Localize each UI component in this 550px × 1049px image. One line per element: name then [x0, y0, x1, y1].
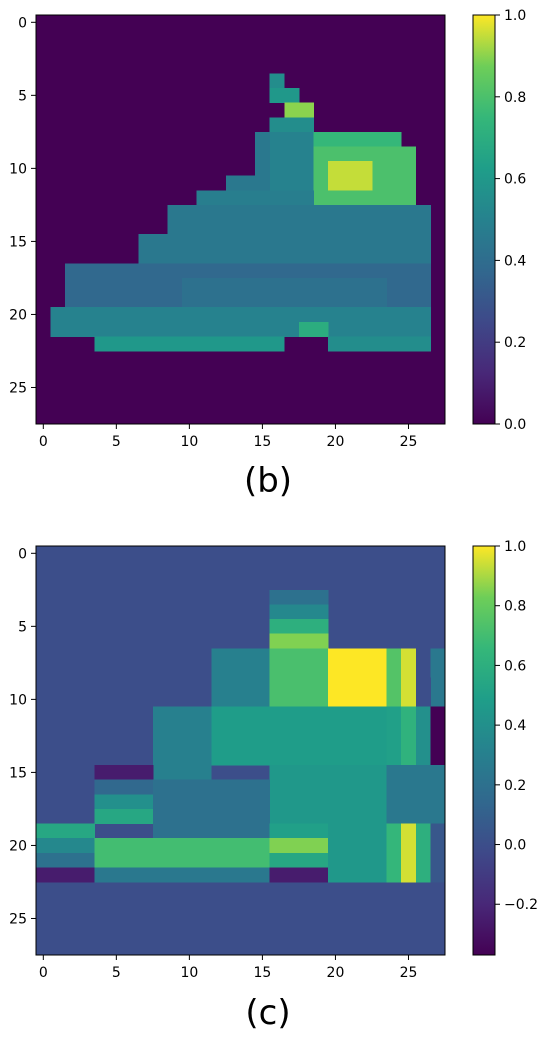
heatmap-cell: [386, 706, 402, 766]
heatmap-cell: [94, 794, 154, 810]
x-tick-label: 10: [180, 434, 198, 450]
panel-caption: (b): [244, 461, 292, 501]
y-tick-label: 15: [9, 234, 27, 250]
x-tick-label: 25: [400, 434, 418, 450]
heatmap-cell: [328, 161, 373, 191]
y-tick-label: 10: [9, 161, 27, 177]
y-tick-label: 10: [9, 692, 27, 708]
heatmap-cell: [401, 823, 417, 883]
heatmap-cell: [298, 321, 329, 337]
colorbar-tick-label: 1.0: [504, 8, 526, 24]
heatmap-cell: [269, 852, 329, 868]
heatmap-cell: [36, 838, 95, 854]
x-tick-label: 0: [39, 434, 48, 450]
heatmap-cell: [269, 117, 314, 133]
heatmap-cell: [401, 648, 417, 708]
heatmap-cell: [415, 706, 431, 766]
heatmap-cell: [269, 604, 329, 620]
colorbar: [472, 545, 496, 956]
heatmap-cell: [94, 808, 154, 824]
heatmap-cell: [269, 589, 329, 605]
colorbar-tick-label: 0.2: [504, 778, 526, 794]
colorbar-tick-label: −0.2: [504, 897, 538, 913]
colorbar-tick-label: 0.8: [504, 599, 526, 615]
heatmap-cell: [328, 336, 431, 352]
y-tick-label: 0: [18, 546, 27, 562]
heatmap-cell: [269, 131, 314, 191]
heatmap-cell: [94, 336, 285, 352]
x-tick-label: 15: [253, 434, 271, 450]
y-tick-label: 5: [18, 88, 27, 104]
heatmap-cell: [152, 706, 212, 781]
heatmap-cell: [401, 706, 417, 766]
heatmap-cell: [36, 852, 95, 868]
heatmap-cell: [50, 307, 431, 337]
axes-frame: [35, 14, 446, 425]
heatmap-cell: [269, 648, 329, 708]
panel-caption: (c): [245, 993, 290, 1033]
heatmap-cell: [328, 648, 387, 708]
heatmap-cell: [386, 765, 446, 824]
heatmap-cell: [430, 648, 446, 708]
heatmap-cell: [415, 677, 431, 708]
heatmap-cell: [269, 867, 329, 883]
colorbar-tick-label: 0.8: [504, 90, 526, 106]
heatmap-cell: [211, 706, 387, 766]
heatmap-cell: [36, 867, 95, 883]
colorbar-tick-label: 1.0: [504, 539, 526, 555]
x-tick-label: 5: [112, 965, 121, 981]
heatmap-cell: [269, 838, 329, 854]
x-tick-label: 20: [327, 965, 345, 981]
heatmap-cell: [94, 779, 154, 795]
heatmap-cell: [94, 838, 271, 868]
y-tick-label: 25: [9, 911, 27, 927]
heatmap-cell: [313, 131, 402, 147]
heatmap-cell: [430, 823, 446, 883]
heatmap-cell: [94, 765, 154, 781]
colorbar-tick-label: 0.2: [504, 335, 526, 351]
heatmap-cell: [269, 765, 387, 824]
heatmap-cell: [94, 867, 271, 883]
heatmap-cell: [386, 823, 402, 883]
heatmap-cell: [152, 823, 271, 839]
heatmap-cell: [415, 823, 431, 883]
heatmap-cell: [269, 73, 285, 89]
x-tick-label: 5: [112, 434, 121, 450]
colorbar-tick-label: 0.6: [504, 658, 526, 674]
y-tick-label: 20: [9, 307, 27, 323]
colorbar-tick-label: 0.0: [504, 838, 526, 854]
y-tick-label: 15: [9, 765, 27, 781]
heatmap-cell: [430, 706, 446, 766]
colorbar: [472, 14, 496, 425]
y-tick-label: 0: [18, 15, 27, 31]
x-tick-label: 15: [253, 965, 271, 981]
heatmap-cell: [269, 88, 300, 104]
y-tick-label: 25: [9, 380, 27, 396]
heatmap-cell: [269, 633, 329, 649]
heatmap-cell: [269, 619, 329, 635]
heatmap-cell: [211, 648, 271, 708]
heatmap-cell: [269, 823, 329, 839]
heatmap-panel-b: 0 5 10 15 20 25 0 5 10 15 20 25 0.0 0.2 0.4 0.6 0.8 1.0 (b…: [9, 8, 526, 501]
colorbar-tick-label: 0.4: [504, 253, 526, 269]
x-tick-label: 0: [39, 965, 48, 981]
heatmap-cell: [182, 277, 387, 308]
heatmap-cell: [152, 779, 271, 824]
heatmap-cell: [328, 823, 387, 883]
heatmap-cell: [36, 823, 95, 839]
y-tick-label: 5: [18, 619, 27, 635]
x-tick-label: 20: [327, 434, 345, 450]
colorbar-tick-label: 0.0: [504, 417, 526, 433]
y-tick-label: 20: [9, 838, 27, 854]
colorbar-tick-label: 0.4: [504, 718, 526, 734]
heatmap-cell: [284, 102, 314, 118]
heatmap-cell: [386, 648, 402, 708]
heatmap-cell: [167, 204, 431, 264]
axes-frame: [35, 545, 446, 956]
heatmap-panel-c: 0 5 10 15 20 25 0 5 10 15 20 25 −0.2 0.0 0.2 0.4 0.6 0.8 1…: [9, 539, 538, 1033]
x-tick-label: 10: [180, 965, 198, 981]
colorbar-tick-label: 0.6: [504, 172, 526, 188]
x-tick-label: 25: [400, 965, 418, 981]
